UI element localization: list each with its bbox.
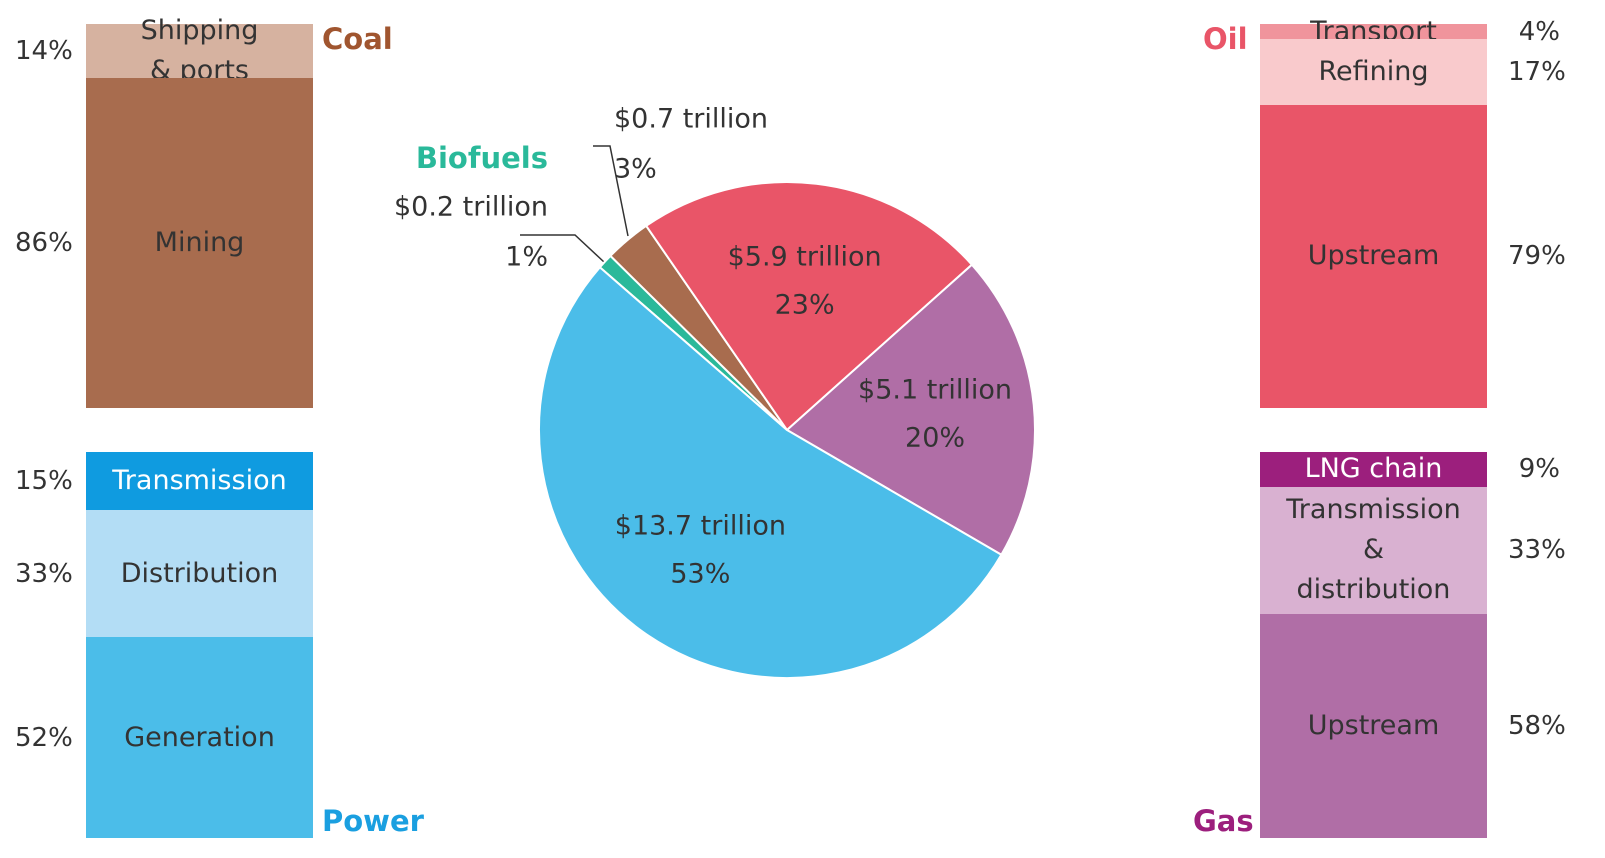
- segment-percent: 17%: [1508, 57, 1566, 87]
- bar-segment: Mining: [86, 77, 313, 408]
- pie-slice: [785, 263, 1036, 557]
- bar-name: Coal: [322, 22, 393, 56]
- bar-segment: Shipping & ports: [86, 15, 313, 86]
- bar-segment: Transport: [1260, 16, 1487, 47]
- segment-percent: 14%: [15, 35, 73, 66]
- segment-label: Transmission & distribution: [1286, 494, 1461, 606]
- segment-percent: 4%: [1518, 16, 1560, 47]
- stacked-bar: Shipping & ports Mining: [86, 15, 313, 408]
- bar-segment: Upstream: [1260, 614, 1487, 838]
- bar-segment: Upstream: [1260, 104, 1487, 408]
- segment-percent: 9%: [1518, 454, 1560, 485]
- bar-segment: Refining: [1260, 39, 1487, 105]
- segment-label: Transmission: [112, 464, 287, 496]
- segment-label: Refining: [1318, 55, 1429, 87]
- slice-amount: $0.7 trillion: [614, 104, 768, 135]
- slice-label: 3%: [614, 154, 657, 185]
- pie-slice: [644, 181, 974, 432]
- segment-label: Generation: [124, 721, 275, 753]
- segment-percent: 86%: [15, 227, 73, 258]
- slice-label: 23%: [775, 290, 835, 321]
- slice-amount: $5.1 trillion: [858, 374, 1012, 405]
- slice-amount: $0.2 trillion: [394, 192, 548, 223]
- pie-slice: [538, 265, 1003, 679]
- bar-segment: LNG chain: [1260, 452, 1487, 487]
- slice-label: 53%: [670, 558, 730, 589]
- segment-percent: 58%: [1508, 711, 1566, 742]
- segment-label: Mining: [154, 226, 245, 258]
- bar-segment: Transmission & distribution: [1260, 486, 1487, 615]
- segment-percent: 33%: [15, 558, 73, 589]
- segment-percent: 79%: [1508, 241, 1566, 272]
- leader-line: [593, 145, 629, 237]
- slice-amount: $13.7 trillion: [615, 510, 786, 541]
- segment-label: Distribution: [120, 557, 279, 589]
- slice-label: 20%: [905, 422, 965, 453]
- bar-segment: Transmission: [86, 452, 313, 510]
- segment-label: LNG chain: [1304, 453, 1443, 485]
- bar-segment: Distribution: [86, 509, 313, 638]
- slice-amount: $5.9 trillion: [728, 242, 882, 273]
- stacked-bar: Transmission Distribution Generation: [86, 452, 313, 838]
- segment-percent: 52%: [15, 722, 73, 753]
- segment-label: Upstream: [1307, 240, 1440, 272]
- segment-percent: 33%: [1508, 535, 1566, 566]
- bar-segment: Generation: [86, 637, 313, 838]
- bar-name: Oil: [1203, 22, 1248, 56]
- segment-percent: 15%: [15, 465, 73, 496]
- leader-line: [520, 234, 605, 263]
- stacked-bar: LNG chain Transmission & distribution Upst…: [1260, 452, 1487, 838]
- segment-label: Upstream: [1307, 710, 1440, 742]
- bar-name: Power: [322, 804, 424, 838]
- stacked-bar: Transport Refining Upstream: [1260, 16, 1487, 408]
- slice-name: Biofuels: [416, 141, 548, 175]
- bar-name: Gas: [1193, 804, 1254, 838]
- slice-label: 1%: [505, 242, 548, 273]
